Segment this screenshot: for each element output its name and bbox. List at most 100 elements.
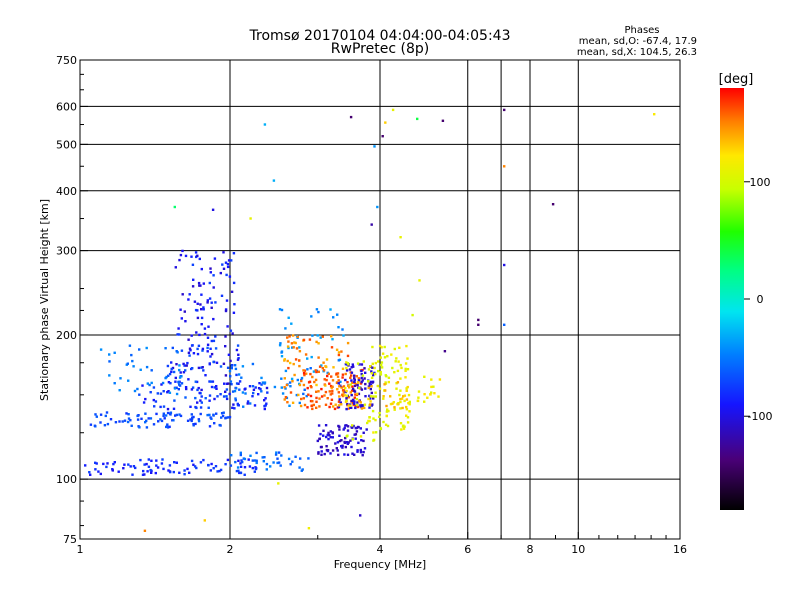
- data-point: [321, 367, 324, 370]
- data-point: [272, 179, 276, 182]
- data-point: [379, 427, 383, 431]
- data-point: [341, 444, 344, 447]
- data-point: [347, 407, 350, 410]
- data-point: [168, 372, 172, 376]
- data-point: [341, 393, 344, 396]
- data-point: [355, 375, 358, 378]
- data-point: [385, 404, 388, 408]
- data-point: [200, 293, 203, 296]
- data-point: [235, 373, 238, 377]
- data-point: [167, 390, 170, 393]
- data-point: [276, 457, 279, 460]
- data-point: [200, 267, 203, 271]
- data-point: [150, 381, 153, 385]
- data-point: [346, 442, 349, 445]
- data-point: [174, 376, 177, 380]
- data-point: [437, 395, 440, 398]
- data-point: [233, 389, 237, 393]
- data-point: [391, 366, 394, 370]
- y-tick-label: 300: [56, 245, 77, 258]
- data-point: [341, 389, 345, 392]
- data-point: [219, 271, 222, 275]
- data-point: [344, 363, 348, 366]
- data-point: [305, 372, 308, 375]
- data-point: [311, 400, 314, 403]
- data-point: [220, 294, 224, 297]
- data-point: [251, 395, 254, 398]
- data-point: [109, 418, 113, 421]
- data-point: [294, 341, 297, 345]
- data-point: [226, 366, 230, 369]
- data-point: [385, 410, 389, 413]
- data-point: [190, 334, 193, 337]
- data-point: [363, 447, 367, 450]
- data-point: [249, 402, 252, 405]
- data-point: [423, 375, 426, 378]
- data-point: [299, 457, 302, 460]
- data-point: [140, 417, 143, 420]
- data-point: [357, 377, 360, 380]
- data-point: [257, 387, 261, 390]
- data-point: [433, 392, 436, 395]
- data-point: [356, 362, 360, 365]
- data-point: [359, 404, 363, 408]
- data-point: [162, 390, 165, 393]
- data-point: [194, 422, 197, 426]
- data-point: [189, 349, 192, 352]
- data-point: [251, 362, 255, 366]
- data-point: [97, 470, 100, 473]
- data-point: [344, 400, 348, 404]
- data-point: [209, 347, 212, 350]
- data-point: [174, 266, 177, 269]
- data-point: [337, 351, 341, 354]
- data-point: [349, 439, 352, 442]
- data-point: [210, 306, 213, 309]
- data-point: [331, 389, 334, 393]
- data-point: [213, 422, 216, 425]
- data-point: [222, 251, 225, 254]
- data-point: [343, 394, 346, 397]
- data-point: [349, 115, 353, 119]
- data-point: [95, 415, 98, 418]
- data-point: [179, 308, 182, 311]
- data-point: [315, 383, 318, 387]
- data-point: [219, 393, 222, 396]
- data-point: [357, 425, 360, 429]
- data-point: [237, 404, 240, 407]
- data-point: [162, 467, 165, 471]
- data-point: [399, 407, 402, 410]
- data-point: [378, 344, 382, 348]
- data-point: [372, 373, 375, 377]
- data-point: [380, 346, 383, 349]
- data-point: [291, 460, 294, 463]
- data-point: [225, 299, 229, 302]
- data-point: [251, 459, 254, 462]
- data-point: [210, 301, 213, 304]
- data-point: [302, 397, 305, 400]
- data-point: [188, 354, 191, 357]
- data-point: [307, 457, 310, 460]
- data-point: [263, 381, 267, 384]
- data-point: [331, 449, 335, 452]
- data-point: [230, 454, 233, 457]
- data-point: [113, 382, 116, 385]
- data-point: [324, 390, 328, 394]
- data-point: [329, 308, 332, 311]
- data-point: [322, 369, 326, 372]
- data-point: [389, 402, 393, 406]
- data-point: [369, 387, 372, 391]
- data-point: [280, 386, 283, 389]
- data-point: [131, 473, 134, 476]
- data-point: [318, 397, 321, 400]
- data-point: [382, 420, 385, 424]
- data-point: [204, 397, 207, 400]
- data-point: [259, 387, 262, 391]
- data-point: [249, 217, 252, 220]
- data-point: [221, 414, 225, 418]
- data-point: [168, 391, 172, 394]
- data-point: [178, 333, 181, 336]
- data-point: [335, 381, 339, 384]
- colorbar-tick-label: 0: [757, 293, 764, 306]
- data-point: [374, 372, 377, 376]
- data-point: [315, 308, 319, 311]
